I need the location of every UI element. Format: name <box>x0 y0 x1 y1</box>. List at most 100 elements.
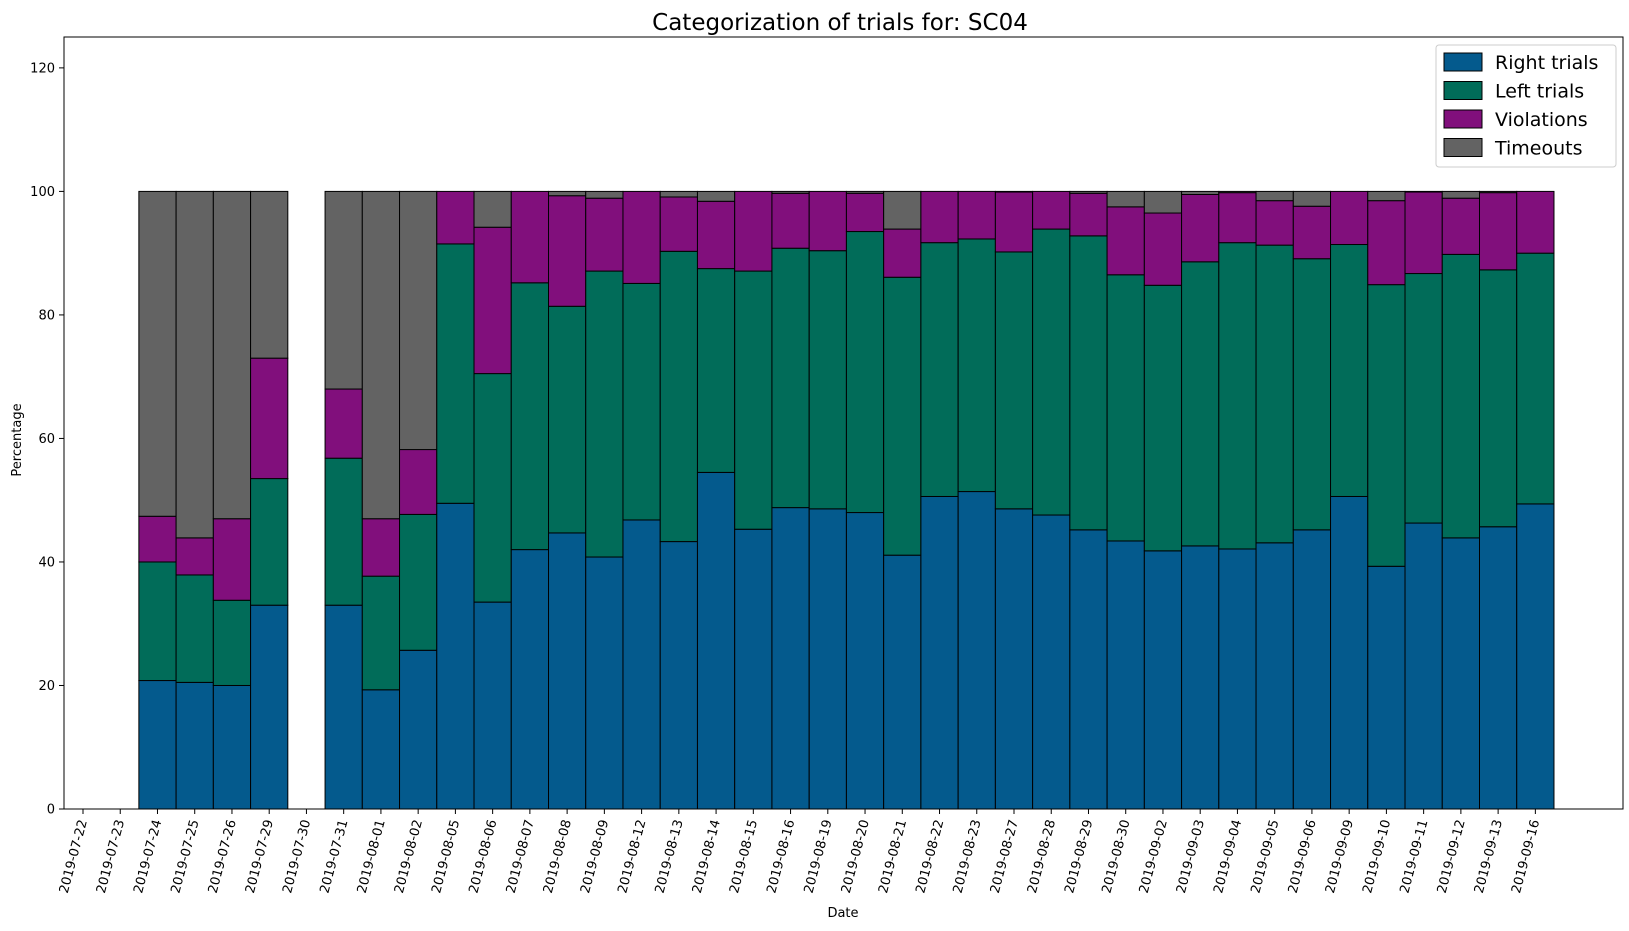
bar-left-trials <box>1292 258 1332 531</box>
bar-right-trials <box>1516 503 1555 810</box>
legend-label: Violations <box>1495 109 1588 131</box>
bar-left-trials <box>473 373 512 603</box>
x-tick-label: 2019-08-05 <box>429 818 463 895</box>
bar-timeouts <box>548 190 587 197</box>
bar-timeouts <box>212 190 252 520</box>
bar-left-trials <box>1367 284 1406 567</box>
x-tick-label: 2019-08-19 <box>802 818 836 895</box>
bar-left-trials <box>1069 235 1108 531</box>
bar-left-trials <box>696 268 736 473</box>
bar-timeouts <box>138 190 177 517</box>
bar-right-trials <box>1181 545 1220 810</box>
bar-left-trials <box>883 276 922 556</box>
bar-right-trials <box>175 681 214 810</box>
plot-frame <box>63 36 1624 810</box>
y-tick-label: 0 <box>47 803 55 818</box>
bar-violations <box>1069 192 1108 237</box>
x-tick-label: 2019-08-13 <box>653 818 687 895</box>
x-tick-label: 2019-08-12 <box>615 818 649 895</box>
x-tick-label: 2019-08-30 <box>1100 818 1134 895</box>
bar-right-trials <box>1367 565 1406 810</box>
x-axis: 2019-07-22 2019-07-23 2019-07-24 2019-07-25… <box>57 809 1543 895</box>
bar-right-trials <box>845 512 885 810</box>
x-tick-label: 2019-09-16 <box>1509 818 1543 895</box>
bar-left-trials <box>1441 253 1481 539</box>
bar-right-trials <box>994 508 1034 810</box>
bar-violations <box>1143 212 1183 286</box>
y-axis: 0 20 40 60 80 100 120 <box>30 61 64 818</box>
legend-box <box>1435 44 1617 168</box>
x-tick-label: 2019-07-22 <box>57 818 91 895</box>
x-tick-label: 2019-07-25 <box>169 818 203 895</box>
x-tick-label: 2019-08-28 <box>1025 818 1059 895</box>
bar-violations <box>622 190 661 284</box>
bar-violations <box>1330 190 1369 246</box>
bar-right-trials <box>771 507 810 810</box>
bar-timeouts <box>324 190 363 390</box>
bar-right-trials <box>808 508 847 810</box>
bar-violations <box>1441 197 1481 255</box>
bar-right-trials <box>399 649 438 810</box>
bar-right-trials <box>622 519 661 810</box>
bar-timeouts <box>696 190 736 202</box>
bar-left-trials <box>734 270 773 530</box>
bar-right-trials <box>1479 526 1518 810</box>
bar-right-trials <box>734 528 773 810</box>
bar-violations <box>1516 190 1555 254</box>
bar-right-trials <box>1143 550 1183 810</box>
bar-right-trials <box>696 471 736 810</box>
bar-timeouts <box>1143 190 1183 214</box>
bar-violations <box>845 192 885 233</box>
x-tick-label: 2019-08-09 <box>578 818 612 895</box>
bar-timeouts <box>1367 190 1406 202</box>
x-tick-label: 2019-07-23 <box>94 818 128 895</box>
bar-left-trials <box>585 270 624 558</box>
legend-label: Timeouts <box>1494 138 1583 160</box>
bar-violations <box>957 190 996 240</box>
y-tick-label: 80 <box>38 308 55 323</box>
y-tick-label: 120 <box>30 61 55 76</box>
legend-label: Left trials <box>1495 81 1584 103</box>
bar-right-trials <box>1441 537 1481 810</box>
bar-violations <box>548 195 587 307</box>
bar-violations <box>696 200 736 270</box>
bar-right-trials <box>585 556 624 810</box>
bar-timeouts <box>1255 190 1294 202</box>
bar-timeouts <box>883 190 922 230</box>
bar-timeouts <box>994 190 1034 193</box>
bar-violations <box>1292 205 1332 260</box>
y-axis-label: Percentage <box>10 403 25 476</box>
legend-swatch-left-trials <box>1443 81 1483 100</box>
bar-left-trials <box>361 575 401 691</box>
bar-timeouts <box>399 190 438 451</box>
bar-timeouts <box>845 190 885 194</box>
bar-right-trials <box>473 601 512 810</box>
bar-left-trials <box>399 513 438 651</box>
bar-right-trials <box>324 604 363 810</box>
bar-violations <box>138 515 177 563</box>
x-tick-label: 2019-09-11 <box>1397 818 1431 895</box>
bar-left-trials <box>510 282 550 551</box>
bar-left-trials <box>138 561 177 682</box>
bar-left-trials <box>1404 273 1443 524</box>
x-tick-label: 2019-08-15 <box>727 818 761 895</box>
x-tick-label: 2019-08-22 <box>913 818 947 895</box>
x-tick-label: 2019-08-08 <box>541 818 575 895</box>
bar-timeouts <box>1106 190 1145 208</box>
bar-timeouts <box>175 190 214 539</box>
legend-label: Right trials <box>1495 52 1598 74</box>
x-tick-label: 2019-08-07 <box>504 818 538 895</box>
bar-right-trials <box>1255 542 1294 810</box>
bar-left-trials <box>1032 228 1071 516</box>
bar-violations <box>510 190 550 284</box>
bar-timeouts <box>585 190 624 199</box>
bar-timeouts <box>1404 190 1443 193</box>
bar-violations <box>399 449 438 515</box>
bar-violations <box>1404 191 1443 275</box>
bar-left-trials <box>1330 244 1369 497</box>
bar-left-trials <box>324 457 363 606</box>
bar-left-trials <box>771 247 810 509</box>
bar-timeouts <box>1069 190 1108 194</box>
legend-swatch-right-trials <box>1443 52 1483 72</box>
